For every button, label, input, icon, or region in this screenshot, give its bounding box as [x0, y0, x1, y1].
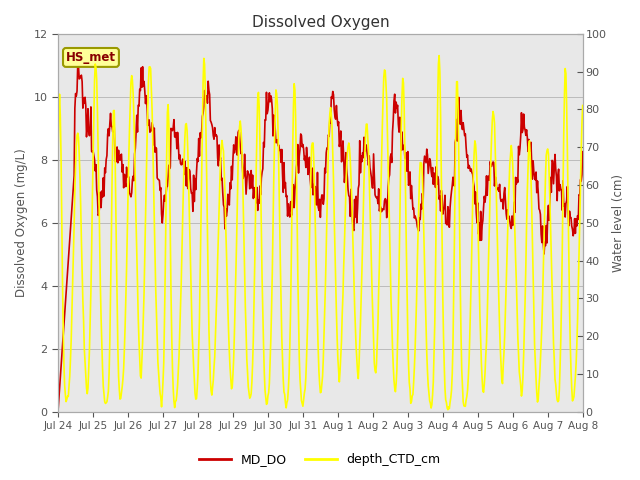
- Legend: MD_DO, depth_CTD_cm: MD_DO, depth_CTD_cm: [195, 448, 445, 471]
- Title: Dissolved Oxygen: Dissolved Oxygen: [252, 15, 389, 30]
- Y-axis label: Dissolved Oxygen (mg/L): Dissolved Oxygen (mg/L): [15, 148, 28, 297]
- Text: HS_met: HS_met: [66, 51, 116, 64]
- Y-axis label: Water level (cm): Water level (cm): [612, 174, 625, 272]
